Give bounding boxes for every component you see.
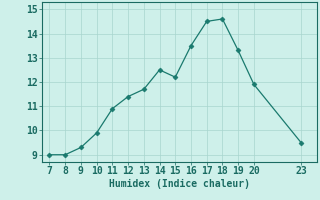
X-axis label: Humidex (Indice chaleur): Humidex (Indice chaleur) bbox=[109, 179, 250, 189]
